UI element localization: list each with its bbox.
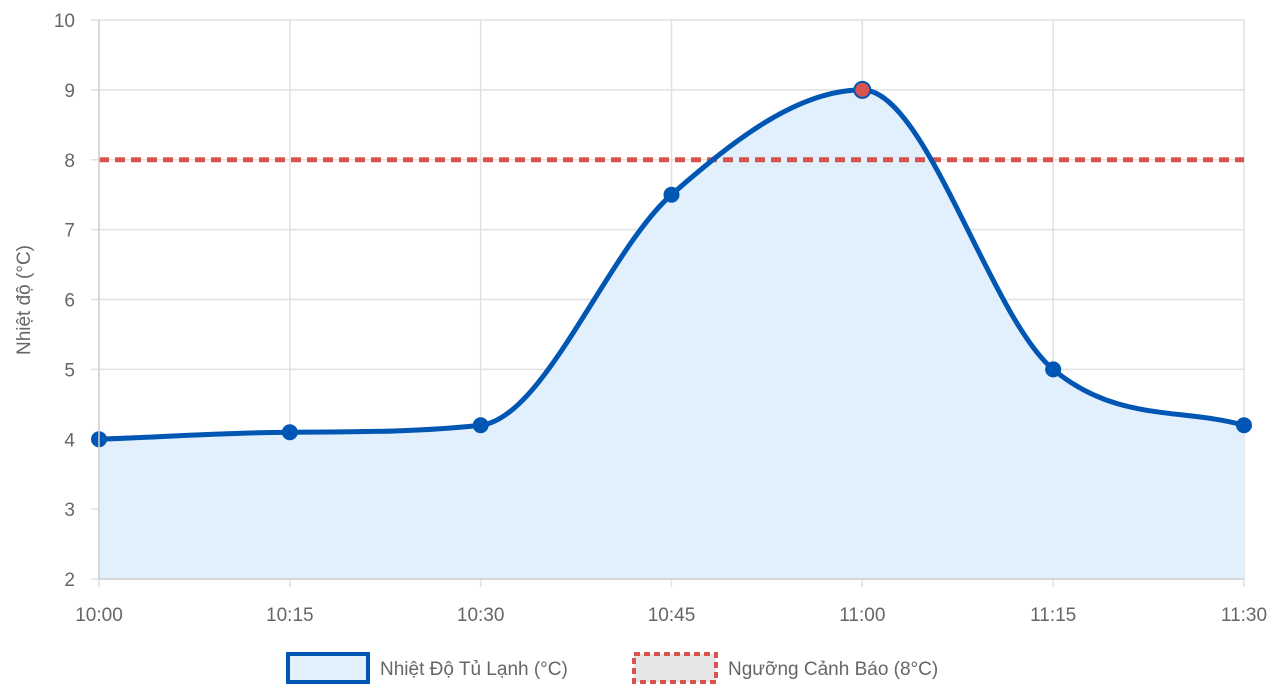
- legend-label-threshold: Ngưỡng Cảnh Báo (8°C): [728, 659, 938, 680]
- legend: Nhiệt Độ Tủ Lạnh (°C) Ngưỡng Cảnh Báo (8…: [286, 652, 938, 684]
- x-tick-label: 11:15: [1030, 605, 1076, 626]
- data-point[interactable]: [1236, 417, 1252, 434]
- data-point[interactable]: [472, 417, 489, 434]
- legend-swatch-temperature: [286, 652, 370, 684]
- y-tick-label: 2: [64, 570, 75, 591]
- y-tick-label: 10: [54, 11, 75, 32]
- y-tick-label: 8: [64, 151, 75, 172]
- y-tick-label: 5: [64, 360, 75, 381]
- legend-swatch-threshold: [632, 652, 718, 684]
- y-tick-label: 9: [64, 81, 75, 102]
- y-tick-label: 4: [64, 430, 75, 451]
- points-layer: [91, 80, 1252, 448]
- x-tick-label: 10:15: [266, 605, 314, 626]
- axes: 2 3 4 5 6 7 8 9 10 10:00 10:15 10:30 10:45 11:00 11:15…: [54, 11, 1267, 626]
- legend-label-temperature: Nhiệt Độ Tủ Lạnh (°C): [380, 659, 568, 680]
- x-tick-label: 11:00: [839, 605, 885, 626]
- y-axis-title: Nhiệt độ (°C): [14, 245, 35, 355]
- x-tick-label: 10:30: [457, 605, 505, 626]
- legend-item-threshold[interactable]: Ngưỡng Cảnh Báo (8°C): [632, 652, 938, 684]
- x-tick-label: 10:45: [648, 605, 696, 626]
- x-tick-label: 10:00: [75, 605, 123, 626]
- y-tick-label: 7: [64, 221, 75, 242]
- alert-data-point[interactable]: [853, 80, 872, 99]
- data-point[interactable]: [663, 186, 680, 203]
- y-tick-label: 3: [64, 500, 75, 521]
- legend-item-temperature[interactable]: Nhiệt Độ Tủ Lạnh (°C): [286, 652, 568, 684]
- x-tick-label: 11:30: [1221, 605, 1267, 626]
- data-point[interactable]: [1045, 361, 1062, 378]
- data-point[interactable]: [281, 424, 298, 441]
- y-tick-label: 6: [64, 291, 75, 312]
